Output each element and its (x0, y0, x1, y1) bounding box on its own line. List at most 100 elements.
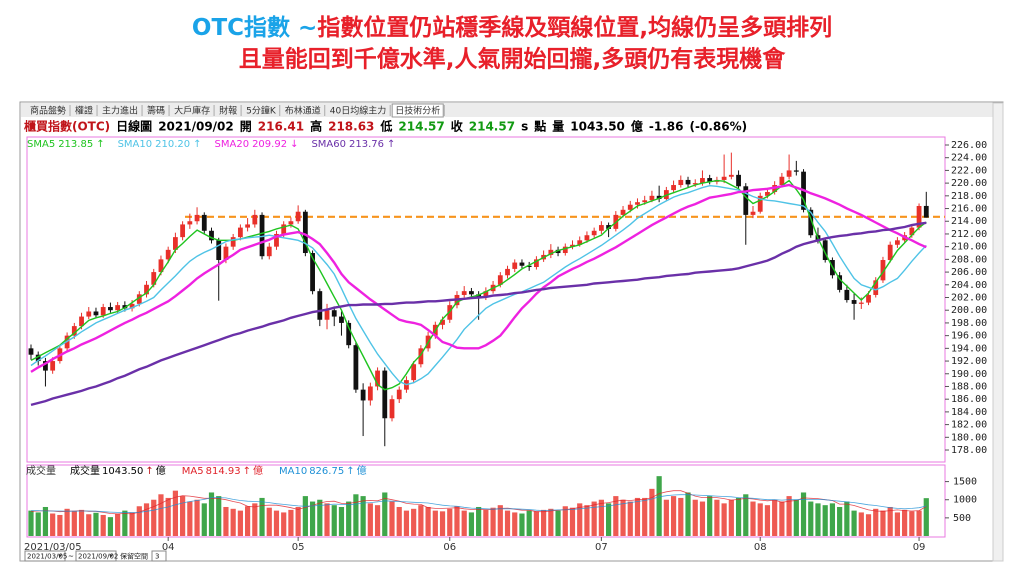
x-tick-label: 07 (595, 542, 608, 553)
reserve-box[interactable] (151, 550, 167, 562)
date-box[interactable] (75, 550, 117, 562)
volume-legend-value: 1043.50 (102, 466, 143, 477)
candle-body (396, 389, 402, 400)
volume-bar (338, 506, 345, 536)
legend-name: SMA60 (311, 139, 346, 150)
tab[interactable]: 40日均線主力 (330, 105, 386, 117)
y-tick-label: 182.00 (951, 420, 987, 431)
legend-name: SMA20 (215, 139, 250, 150)
candle-body (201, 214, 207, 231)
reserve-value[interactable]: 3 (155, 553, 159, 561)
candle-body (909, 227, 915, 236)
candle-body (880, 260, 886, 281)
volume-bar (656, 476, 662, 536)
candle-body (115, 305, 121, 311)
candle-body (86, 311, 92, 317)
date-value[interactable]: 2021/09/02 (78, 553, 118, 561)
volume-bar (288, 509, 294, 536)
volume-bar (353, 494, 359, 536)
tab[interactable]: 大戶庫存 (174, 105, 210, 117)
title-prefix: OTC指數 ~ (192, 15, 317, 41)
volume-bar (187, 501, 193, 536)
ma-line (30, 184, 927, 386)
candle-body (765, 192, 770, 196)
open-value: 216.41 (258, 120, 304, 134)
legend-value: 213.85 (58, 139, 93, 150)
subtitle: 且量能回到千億水準,人氣開始回攏,多頭仍有表現機會 (239, 46, 786, 73)
volume-bar (490, 507, 496, 536)
candle-body (375, 370, 380, 387)
y-tick-label: 184.00 (951, 407, 987, 418)
label: 高 (310, 119, 322, 134)
volume-bar (28, 510, 34, 536)
y-tick-label: 200.00 (951, 305, 987, 316)
volume-bar (909, 511, 915, 536)
volume-bar (374, 505, 381, 536)
tab[interactable]: 布林通道 (285, 105, 321, 117)
candle-body (50, 361, 56, 371)
date-value[interactable]: 2021/03/05 (27, 553, 67, 561)
tab[interactable]: 5分鐘K (246, 105, 277, 117)
legend-trend: ↑ (193, 139, 201, 150)
volume-bar (396, 506, 402, 536)
volume-bar (367, 503, 373, 536)
candle-body (837, 275, 843, 290)
volume-bar (649, 488, 655, 536)
candle-body (266, 246, 272, 257)
candle-body (736, 174, 741, 187)
y-tick-label: 1500 (953, 477, 977, 488)
ma-line (30, 179, 927, 391)
y-tick-label: 188.00 (951, 381, 987, 392)
candle-body (165, 249, 171, 260)
tab[interactable]: 財報 (219, 105, 237, 117)
date-box[interactable] (24, 550, 66, 562)
volume-bar (252, 503, 258, 536)
volume-bar (223, 506, 229, 536)
separator: ~ (68, 553, 74, 561)
y-tick-label: 194.00 (951, 343, 987, 354)
label: s (521, 120, 528, 134)
dropdown-arrow[interactable] (109, 554, 113, 558)
volume-bar (165, 497, 171, 536)
y-tick-label: 204.00 (951, 280, 987, 291)
candle-body (562, 246, 568, 254)
volume-bar (93, 512, 99, 536)
tab[interactable]: 主力進出 (102, 105, 138, 117)
volume-bar (620, 499, 626, 536)
title: OTC指數 ~指數位置仍站穩季線及頸線位置,均線仍呈多頭排列 (192, 14, 832, 41)
candle-body (122, 305, 128, 309)
candle-body (180, 224, 186, 238)
volume-bar (389, 501, 395, 536)
legend-unit: 億 (357, 464, 367, 477)
volume-bar (201, 503, 207, 536)
tab[interactable]: 日技術分析 (395, 105, 440, 117)
volume-bar (382, 492, 388, 536)
volume-bar (42, 506, 49, 536)
dropdown-arrow[interactable] (58, 554, 62, 558)
candle-body (288, 221, 294, 225)
candle-body (873, 280, 879, 295)
change-pct: (-0.86%) (690, 120, 748, 134)
label: 億 (631, 119, 643, 134)
y-tick-label: 198.00 (951, 318, 987, 329)
tab[interactable]: 籌碼 (147, 105, 165, 117)
label: 低 (379, 119, 392, 134)
tab[interactable]: 權證 (75, 105, 93, 117)
window-frame (19, 101, 1004, 562)
candle-body (642, 200, 648, 203)
legend-value: 814.93 (206, 466, 241, 477)
candle-body (866, 294, 871, 303)
volume-bar (548, 508, 554, 536)
volume-bar (194, 499, 200, 536)
volume-bar (468, 512, 475, 536)
legend-value: 209.92 (252, 139, 287, 150)
y-tick-label: 206.00 (951, 267, 987, 278)
volume-bar (57, 514, 63, 536)
volume-bar (100, 514, 106, 536)
volume-bar (634, 497, 641, 536)
candle-body (526, 265, 532, 268)
tab[interactable]: 商品盤勢 (30, 105, 66, 117)
volume-bar (208, 492, 215, 536)
candle-body (367, 386, 373, 401)
candle-body (685, 179, 691, 185)
